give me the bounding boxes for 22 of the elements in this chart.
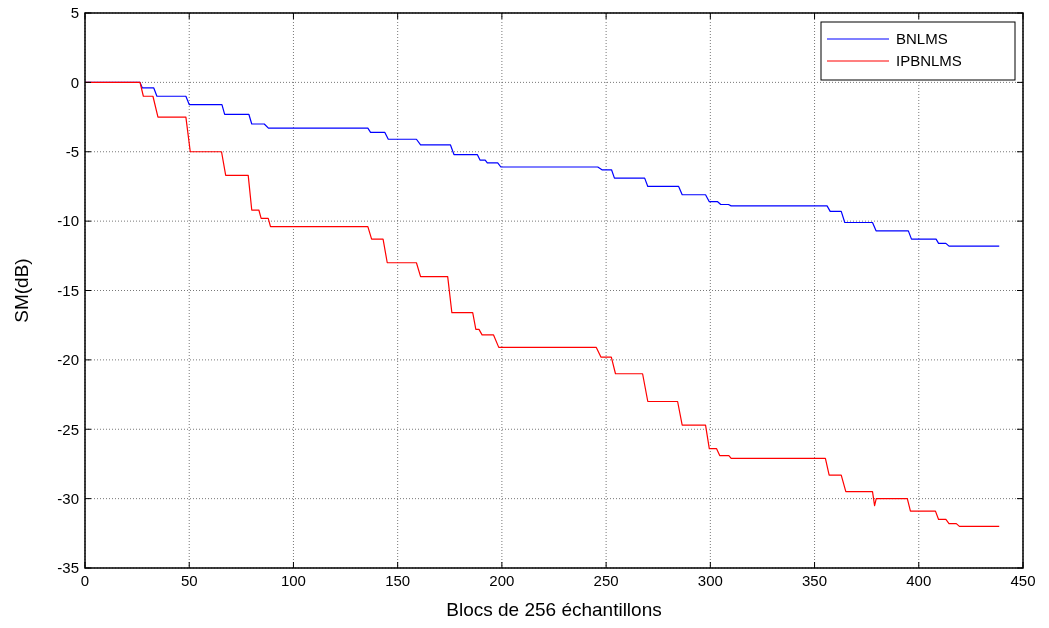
x-tick-label: 400 (906, 572, 932, 589)
x-tick-label: 200 (489, 572, 515, 589)
x-tick-label: 300 (697, 572, 723, 589)
x-tick-label: 250 (593, 572, 619, 589)
y-tick-label: 5 (70, 4, 79, 22)
x-tick-label: 150 (385, 572, 411, 589)
y-tick-label: -15 (57, 281, 79, 299)
y-tick-label: -25 (57, 420, 79, 438)
x-tick-label: 100 (280, 572, 306, 589)
y-tick-label: -30 (57, 489, 79, 507)
legend-label: BNLMS (896, 30, 948, 48)
x-axis-title: Blocs de 256 échantillons (446, 599, 662, 620)
x-tick-label: 350 (802, 572, 828, 589)
x-tick-label: 450 (1010, 572, 1036, 589)
y-tick-label: -35 (57, 559, 79, 577)
x-tick-label: 50 (180, 572, 198, 589)
y-tick-label: -5 (65, 143, 79, 160)
y-tick-label: 0 (70, 73, 79, 91)
y-tick-label: -10 (57, 212, 79, 230)
y-axis-title: SM(dB) (11, 258, 32, 323)
y-tick-label: -20 (57, 351, 79, 369)
legend-label: IPBNLMS (896, 52, 962, 70)
